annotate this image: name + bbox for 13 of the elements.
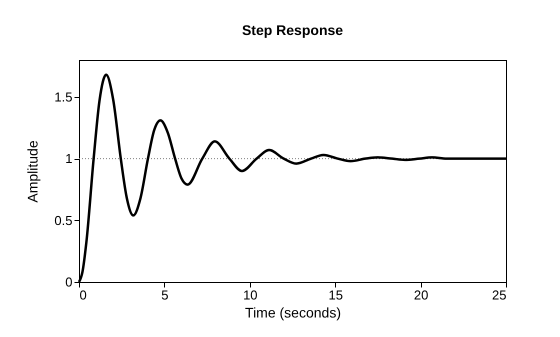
y-tick-label: 0.5 [54, 212, 72, 228]
x-tick-label: 15 [328, 288, 343, 302]
y-tick-label: 0 [65, 274, 72, 290]
x-tick-label: 10 [243, 288, 258, 302]
x-tick-label: 5 [161, 288, 169, 302]
x-tick-label: 20 [414, 288, 428, 302]
x-axis-title: Time (seconds) [245, 304, 341, 320]
x-tick-label: 0 [80, 288, 87, 302]
chart-title: Step Response [242, 22, 344, 38]
x-tick-label: 25 [492, 288, 506, 302]
y-tick-label: 1 [65, 151, 72, 166]
y-tick-label: 1.5 [54, 90, 72, 104]
y-axis-title: Amplitude [24, 140, 40, 203]
